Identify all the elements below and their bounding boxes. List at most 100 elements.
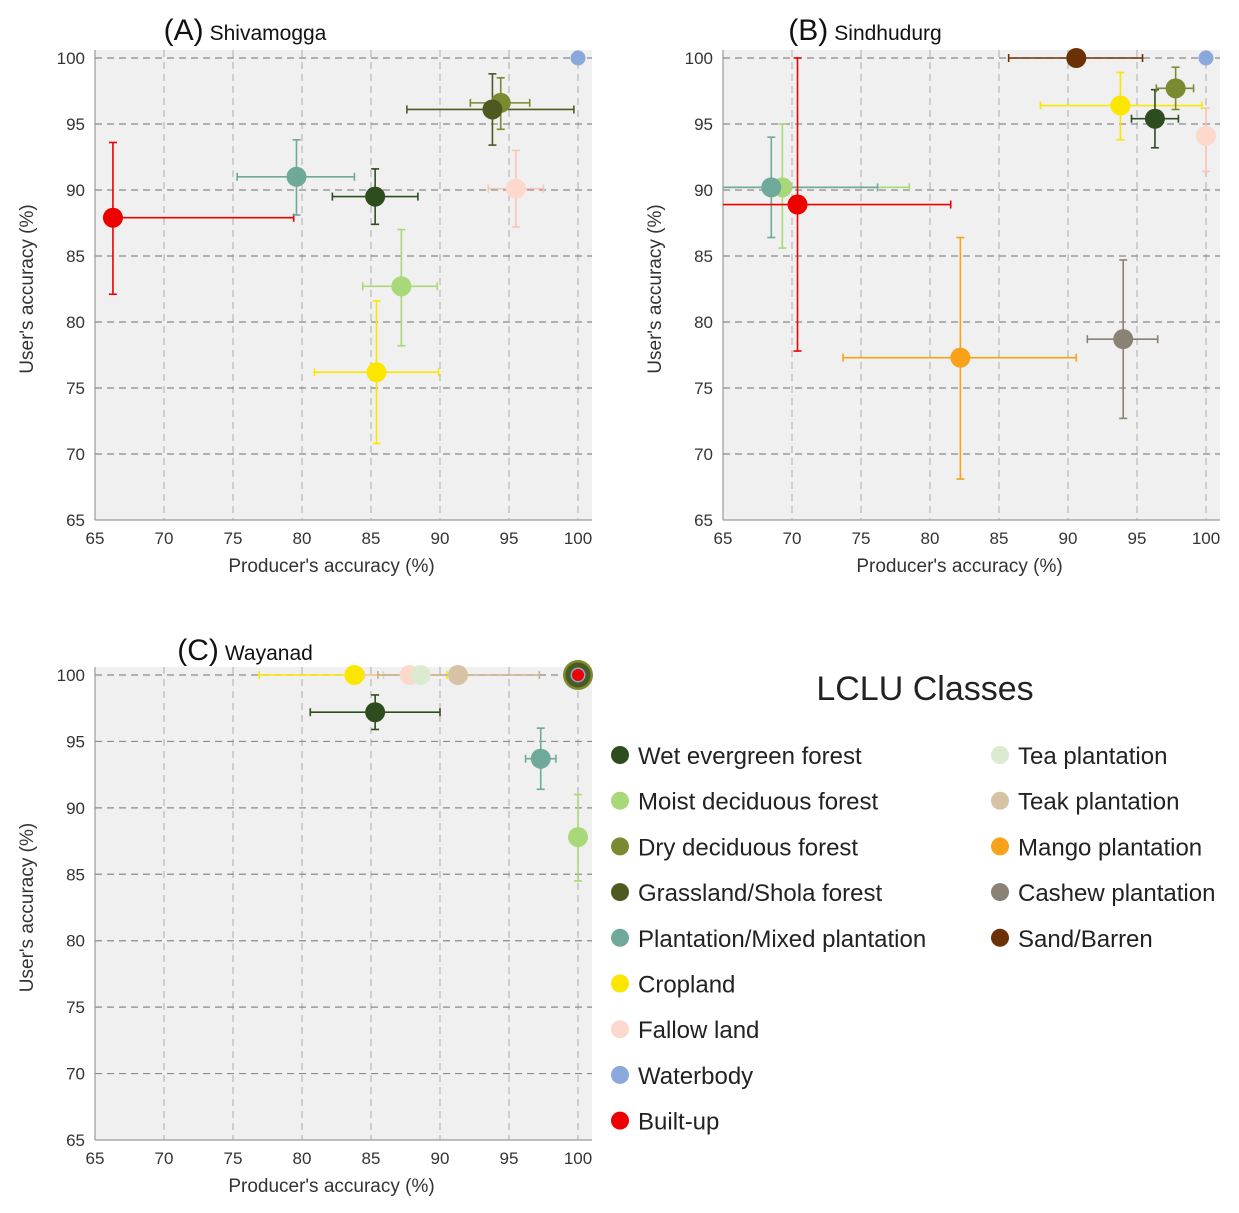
legend-label: Fallow land bbox=[638, 1017, 759, 1044]
point-water bbox=[570, 50, 586, 66]
point-plant bbox=[761, 177, 782, 198]
x-tick-label: 80 bbox=[921, 529, 940, 548]
y-tick-label: 70 bbox=[66, 1065, 85, 1084]
legend-label: Waterbody bbox=[638, 1063, 753, 1090]
legend-marker bbox=[611, 1111, 629, 1130]
point-crop bbox=[1110, 95, 1131, 116]
y-tick-label: 75 bbox=[66, 998, 85, 1017]
point-built bbox=[102, 207, 123, 228]
legend-label: Built-up bbox=[638, 1109, 719, 1136]
legend-label: Grassland/Shola forest bbox=[638, 880, 882, 907]
plot-area bbox=[95, 50, 592, 520]
point-sand bbox=[1066, 48, 1087, 68]
panel-name: Wayanad bbox=[225, 642, 313, 665]
x-tick-label: 80 bbox=[293, 1149, 312, 1168]
legend-marker bbox=[991, 928, 1009, 947]
y-tick-label: 80 bbox=[66, 932, 85, 951]
legend-marker bbox=[991, 883, 1009, 902]
x-tick-label: 85 bbox=[362, 1149, 381, 1168]
x-tick-label: 90 bbox=[431, 529, 450, 548]
x-tick-label: 65 bbox=[86, 529, 105, 548]
legend-marker bbox=[611, 837, 629, 856]
x-tick-label: 90 bbox=[431, 1149, 450, 1168]
point-plant bbox=[286, 166, 307, 187]
point-wet bbox=[1144, 108, 1165, 129]
y-tick-label: 85 bbox=[66, 247, 85, 266]
point-cashew bbox=[1113, 329, 1134, 350]
panel-name: Sindhudurg bbox=[834, 22, 941, 45]
point-grass bbox=[482, 99, 503, 120]
legend-marker bbox=[611, 1020, 629, 1039]
point-plant bbox=[530, 748, 551, 769]
panel-letter: (C) bbox=[177, 634, 219, 667]
legend-title: LCLU Classes bbox=[816, 670, 1033, 708]
point-tea bbox=[410, 665, 431, 685]
point-crop bbox=[344, 665, 365, 685]
y-axis-label: User's accuracy (%) bbox=[645, 204, 666, 373]
y-tick-label: 85 bbox=[66, 865, 85, 884]
x-tick-label: 95 bbox=[500, 529, 519, 548]
x-tick-label: 75 bbox=[224, 529, 243, 548]
point-built bbox=[572, 669, 584, 681]
panel-letter: (A) bbox=[164, 14, 204, 47]
y-tick-label: 90 bbox=[66, 799, 85, 818]
x-tick-label: 90 bbox=[1059, 529, 1078, 548]
panel-letter: (B) bbox=[788, 14, 828, 47]
panel-c-wayanad: 65 70 75 80 85 90 95 100 65 70 75 80 85 90 95 100 Produc… bbox=[17, 634, 593, 1197]
panel-b-sindhudurg: 65 70 75 80 85 90 95 100 65 70 75 80 85 90 95 100 Produc… bbox=[645, 14, 1220, 577]
x-tick-label: 65 bbox=[714, 529, 733, 548]
x-tick-label: 75 bbox=[224, 1149, 243, 1168]
point-water bbox=[1198, 50, 1214, 66]
y-tick-label: 80 bbox=[694, 313, 713, 332]
legend-marker bbox=[611, 1065, 629, 1084]
x-tick-label: 95 bbox=[500, 1149, 519, 1168]
panel-title: (C) Wayanad bbox=[177, 634, 313, 667]
y-tick-label: 85 bbox=[694, 247, 713, 266]
point-built bbox=[787, 194, 808, 215]
point-fallow bbox=[505, 178, 526, 199]
y-tick-label: 90 bbox=[66, 181, 85, 200]
plot-area bbox=[95, 667, 592, 1140]
point-dry bbox=[1165, 78, 1186, 99]
point-wet bbox=[365, 186, 386, 207]
point-fallow bbox=[1196, 125, 1216, 146]
point-mango bbox=[950, 347, 971, 368]
legend-label: Dry deciduous forest bbox=[638, 834, 858, 861]
point-teak bbox=[447, 665, 468, 685]
x-axis-label: Producer's accuracy (%) bbox=[228, 556, 434, 577]
legend-label: Plantation/Mixed plantation bbox=[638, 926, 926, 953]
legend-marker bbox=[611, 974, 629, 993]
y-axis-label: User's accuracy (%) bbox=[17, 823, 38, 992]
legend-label: Moist deciduous forest bbox=[638, 789, 878, 816]
y-tick-label: 95 bbox=[66, 732, 85, 751]
x-tick-label: 65 bbox=[86, 1149, 105, 1168]
lclu-legend: LCLU Classes Wet evergreen forest Moist d… bbox=[611, 670, 1215, 1136]
y-tick-label: 70 bbox=[694, 445, 713, 464]
x-tick-label: 100 bbox=[564, 529, 592, 548]
x-tick-label: 85 bbox=[362, 529, 381, 548]
x-tick-label: 100 bbox=[564, 1149, 592, 1168]
y-tick-label: 95 bbox=[66, 115, 85, 134]
x-tick-label: 80 bbox=[293, 529, 312, 548]
y-axis-label: User's accuracy (%) bbox=[17, 204, 38, 373]
legend-label: Teak plantation bbox=[1018, 789, 1179, 816]
x-tick-label: 85 bbox=[990, 529, 1009, 548]
legend-items: Wet evergreen forest Moist deciduous fore… bbox=[611, 743, 1215, 1136]
x-tick-label: 70 bbox=[155, 529, 174, 548]
y-tick-label: 75 bbox=[694, 379, 713, 398]
point-moist bbox=[568, 827, 588, 848]
legend-label: Wet evergreen forest bbox=[638, 743, 862, 770]
x-axis-label: Producer's accuracy (%) bbox=[856, 556, 1062, 577]
x-axis-label: Producer's accuracy (%) bbox=[228, 1176, 434, 1197]
y-tick-label: 70 bbox=[66, 445, 85, 464]
legend-marker bbox=[991, 791, 1009, 810]
point-wet bbox=[365, 702, 386, 723]
y-tick-label: 80 bbox=[66, 313, 85, 332]
y-tick-label: 100 bbox=[685, 49, 713, 68]
legend-marker bbox=[991, 746, 1009, 764]
legend-label: Cashew plantation bbox=[1018, 880, 1215, 907]
panel-name: Shivamogga bbox=[210, 22, 327, 45]
legend-marker bbox=[611, 791, 629, 810]
panel-title: (A) Shivamogga bbox=[164, 14, 327, 47]
